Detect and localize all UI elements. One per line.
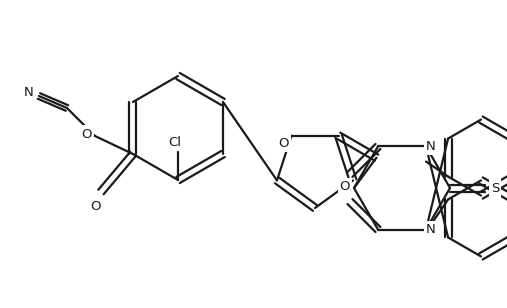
Text: O: O (82, 128, 92, 140)
Text: N: N (24, 86, 34, 99)
Text: S: S (491, 181, 499, 194)
Text: N: N (426, 223, 436, 236)
Text: N: N (426, 140, 436, 153)
Text: Cl: Cl (168, 136, 182, 148)
Text: O: O (340, 180, 350, 193)
Text: O: O (278, 137, 289, 150)
Text: O: O (340, 183, 350, 196)
Text: O: O (91, 200, 101, 213)
